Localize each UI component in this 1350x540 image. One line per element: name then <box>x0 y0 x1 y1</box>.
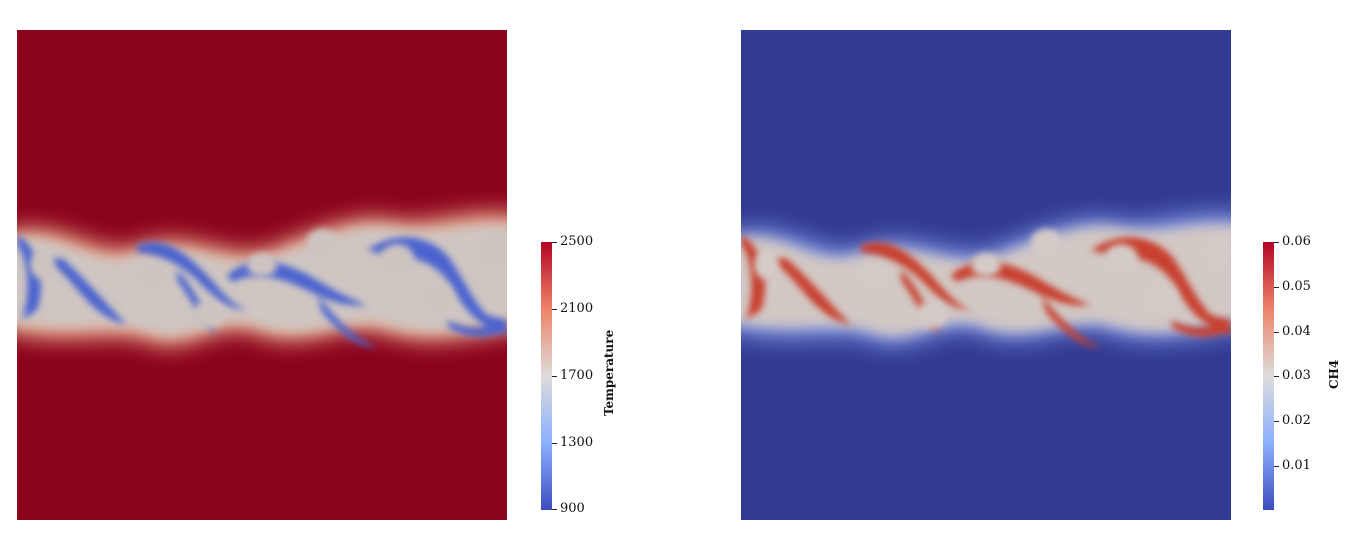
ch4-colorbar-title: CH4 <box>1327 359 1341 389</box>
ch4-field-plot <box>741 30 1231 520</box>
ch4-field-image <box>741 30 1231 520</box>
temperature-colorbar-title: Temperature <box>602 329 616 416</box>
temperature-field-image <box>17 30 507 520</box>
temperature-colorbar-gradient <box>541 242 552 510</box>
ch4-colorbar <box>1263 242 1274 510</box>
temperature-colorbar <box>541 242 552 510</box>
ch4-colorbar-gradient <box>1263 242 1274 510</box>
temperature-field-plot <box>17 30 507 520</box>
